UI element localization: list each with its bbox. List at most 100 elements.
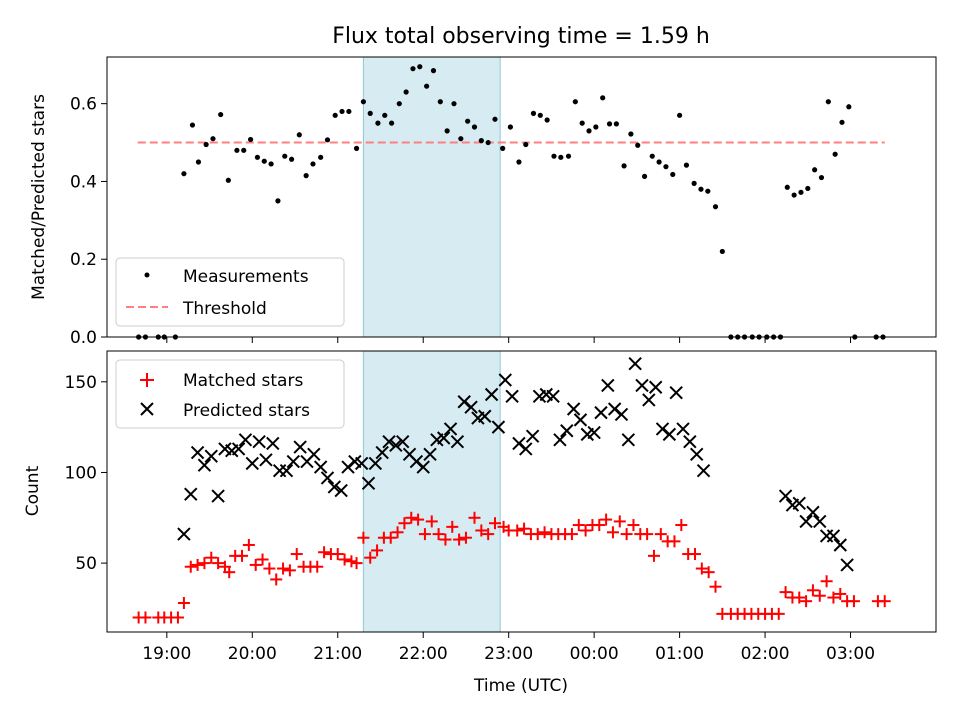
matched-star-point xyxy=(531,528,544,541)
measurement-point xyxy=(225,177,231,183)
count-panel-x-ticks: 19:00 20:00 21:00 22:00 23:00 00:00 01:00 02:00… xyxy=(142,632,875,664)
predicted-star-point xyxy=(238,433,253,447)
ratio-panel-legend: Measurements Threshold xyxy=(115,257,345,327)
measurement-point xyxy=(825,99,831,105)
matched-star-point xyxy=(793,591,806,604)
predicted-star-point xyxy=(546,389,560,404)
predicted-star-point xyxy=(553,433,567,447)
predicted-star-point xyxy=(307,447,321,462)
measurement-point xyxy=(417,64,423,70)
matched-star-point xyxy=(806,584,819,597)
predicted-star-point xyxy=(361,476,376,491)
x-tick-label: 01:00 xyxy=(655,644,704,664)
measurement-point xyxy=(303,173,309,179)
predicted-star-point xyxy=(320,471,335,485)
x-tick-label: 20:00 xyxy=(228,644,277,664)
predicted-star-point xyxy=(375,445,389,460)
measurement-point xyxy=(500,145,506,151)
measurement-point xyxy=(210,136,216,142)
matched-star-point xyxy=(350,557,363,570)
measurement-point xyxy=(719,248,725,255)
matched-star-point xyxy=(647,549,660,562)
predicted-star-point xyxy=(395,434,410,449)
predicted-star-point xyxy=(450,434,465,449)
matched-star-point xyxy=(236,549,249,562)
matched-star-point xyxy=(277,562,290,575)
measurement-point xyxy=(458,136,464,142)
matched-star-point xyxy=(675,519,688,532)
matched-star-point xyxy=(613,515,626,528)
measurement-point xyxy=(189,122,196,128)
matched-star-point xyxy=(290,548,303,561)
matched-star-point xyxy=(688,548,701,561)
measurement-point xyxy=(289,156,295,162)
matched-star-point xyxy=(384,531,397,544)
predicted-star-point xyxy=(792,496,806,510)
predicted-star-point xyxy=(286,454,301,469)
matched-star-point xyxy=(283,564,296,577)
predicted-star-point xyxy=(245,456,259,471)
ratio-panel-y-label: Matched/Predicted stars xyxy=(29,94,49,300)
measurement-point xyxy=(683,162,690,168)
measurement-point xyxy=(579,120,585,126)
matched-star-point xyxy=(459,531,472,544)
predicted-star-point xyxy=(389,438,403,452)
predicted-star-point xyxy=(587,425,601,440)
predicted-star-point xyxy=(177,527,191,541)
matched-star-point xyxy=(242,538,255,551)
matched-star-point xyxy=(391,526,404,539)
predicted-star-point xyxy=(416,460,430,474)
legend-label-measurements: Measurements xyxy=(183,267,309,287)
predicted-star-point xyxy=(683,434,697,449)
predicted-star-point xyxy=(614,407,629,422)
measurement-point xyxy=(565,153,572,159)
matched-star-point xyxy=(338,553,351,566)
measurement-point xyxy=(530,110,537,116)
count-panel-y-label: Count xyxy=(23,465,43,516)
predicted-star-point xyxy=(594,405,608,420)
matched-star-point xyxy=(177,596,190,609)
measurement-point xyxy=(360,99,366,105)
matched-star-point xyxy=(412,513,425,526)
predicted-star-point xyxy=(566,402,581,416)
predicted-star-point xyxy=(204,449,218,463)
predicted-star-point xyxy=(190,445,205,460)
matched-star-point xyxy=(371,544,384,557)
predicted-star-point xyxy=(498,373,512,387)
measurement-point xyxy=(375,120,381,126)
measurement-point xyxy=(600,95,606,101)
matched-star-point xyxy=(205,551,218,564)
count-panel-y-ticks: 50 100 150 xyxy=(65,373,107,574)
predicted-star-point xyxy=(799,514,813,529)
matched-star-point xyxy=(579,524,592,537)
predicted-star-point xyxy=(813,514,827,529)
legend-box xyxy=(115,359,345,429)
matched-star-point xyxy=(668,535,681,548)
measurement-point xyxy=(691,180,697,186)
matched-star-point xyxy=(820,575,833,588)
predicted-star-point xyxy=(689,447,704,462)
predicted-star-point xyxy=(696,463,711,478)
matched-star-point xyxy=(800,595,813,608)
measurement-point xyxy=(818,174,825,181)
measurement-point xyxy=(677,112,683,118)
matched-star-point xyxy=(439,533,452,546)
measurement-point xyxy=(558,154,564,160)
matched-star-point xyxy=(139,611,152,624)
y-tick-label: 0.4 xyxy=(70,172,97,192)
predicted-star-point xyxy=(642,393,656,407)
y-tick-label: 0.2 xyxy=(70,250,97,270)
matched-star-point xyxy=(191,558,204,571)
predicted-star-point xyxy=(840,558,854,572)
predicted-star-point xyxy=(211,489,225,503)
matched-star-point xyxy=(489,517,502,530)
measurement-point xyxy=(324,137,331,143)
predicted-star-point xyxy=(464,400,478,414)
matched-star-point xyxy=(779,586,792,599)
measurement-point xyxy=(712,204,719,210)
predicted-star-point xyxy=(423,447,437,462)
matched-star-point xyxy=(171,611,184,624)
measurement-point xyxy=(805,185,811,192)
measurement-point xyxy=(613,121,619,127)
